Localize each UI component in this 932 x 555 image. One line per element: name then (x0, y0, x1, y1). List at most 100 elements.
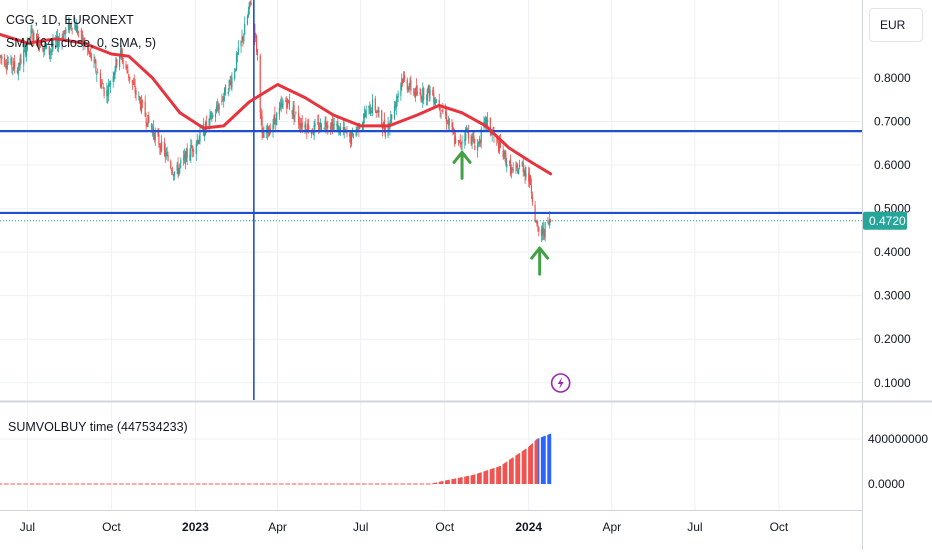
sma-legend[interactable]: SMA (64, close, 0, SMA, 5) (6, 36, 157, 50)
candle (518, 159, 521, 170)
candle (19, 54, 21, 71)
volume-bar (204, 483, 206, 485)
candle (395, 93, 397, 116)
candle (100, 79, 102, 89)
volume-bar (88, 483, 90, 485)
volume-bar (103, 483, 105, 485)
candle (96, 71, 98, 82)
volume-bar (259, 483, 261, 485)
candle (278, 101, 281, 120)
sma-line[interactable] (0, 32, 553, 176)
candle (144, 95, 146, 118)
volume-bar (57, 483, 59, 485)
volume-bar (204, 483, 206, 485)
volume-bar (170, 483, 172, 485)
candle (170, 159, 172, 170)
candle (135, 87, 137, 101)
indicator-legend[interactable]: SUMVOLBUY time (447534233) (8, 420, 188, 434)
volume-bar (216, 483, 218, 485)
volume-bar (288, 483, 290, 485)
volume-bar (479, 472, 481, 484)
volume-bar (446, 480, 449, 484)
candle (216, 98, 218, 112)
volume-tick-label: 0.0000 (868, 477, 905, 491)
volume-bar (525, 448, 527, 484)
volume-bar (255, 483, 257, 485)
volume-bar (308, 483, 310, 485)
candle (472, 130, 474, 142)
volume-bar (340, 483, 342, 485)
candle (236, 51, 239, 63)
price-tick-label: 0.2000 (874, 332, 911, 346)
volume-bar (158, 483, 160, 485)
volume-bar (183, 483, 185, 485)
volume-bar (370, 483, 372, 485)
volume-bar (382, 483, 384, 485)
candle (30, 24, 32, 42)
candle (521, 160, 523, 167)
candle (473, 131, 475, 144)
candle (81, 30, 83, 43)
volume-bar (199, 483, 201, 485)
candle (460, 142, 462, 150)
volume-bar (108, 483, 110, 485)
chart-title-legend[interactable]: CGG, 1D, EURONEXT (6, 13, 134, 27)
candle (547, 216, 549, 225)
candle (140, 95, 143, 114)
time-tick-label: Jul (353, 520, 368, 534)
volume-bar (172, 483, 174, 485)
candle (536, 219, 538, 227)
candle (332, 117, 334, 132)
candle (126, 65, 128, 74)
volume-bar (362, 483, 364, 485)
volume-bar (222, 483, 224, 485)
currency-button[interactable]: EUR (869, 8, 923, 42)
volume-bar (195, 483, 197, 485)
volume-bar (96, 483, 98, 485)
volume-bar (119, 483, 121, 485)
volume-bar (416, 483, 418, 485)
volume-bar (212, 483, 214, 485)
candle (179, 162, 181, 174)
volume-bar (63, 483, 65, 485)
volume-bar (466, 476, 469, 484)
candle (240, 40, 242, 54)
volume-bar (480, 472, 482, 484)
candle (280, 95, 282, 113)
volume-bar (128, 483, 130, 485)
candle (387, 116, 389, 139)
volume-bar (260, 483, 262, 485)
candle (167, 151, 169, 162)
candle (413, 88, 416, 98)
volume-bar (499, 466, 501, 484)
volume-bar (330, 483, 332, 485)
candle (397, 90, 399, 103)
candle (282, 99, 284, 110)
volume-bar (139, 483, 141, 485)
candle (464, 132, 466, 149)
candle (237, 40, 239, 56)
candle (120, 45, 123, 61)
candle (350, 131, 352, 149)
volume-bar (144, 483, 146, 485)
volume-bar (541, 436, 544, 484)
volume-bar (521, 451, 523, 484)
arrow-up-icon (530, 246, 550, 276)
volume-bar (43, 483, 45, 485)
candle (35, 33, 38, 46)
lightning-icon[interactable] (550, 373, 571, 393)
volume-bar (531, 443, 533, 484)
candle (10, 54, 12, 66)
volume-bar (247, 483, 249, 485)
volume-bar (394, 483, 396, 485)
candle (529, 167, 531, 189)
volume-bar (120, 483, 122, 485)
candle (510, 164, 512, 179)
volume-bar (305, 483, 307, 485)
volume-bar (6, 483, 8, 485)
candle (119, 46, 122, 60)
candle (291, 109, 293, 120)
volume-bar (301, 483, 303, 485)
candle (17, 62, 19, 81)
